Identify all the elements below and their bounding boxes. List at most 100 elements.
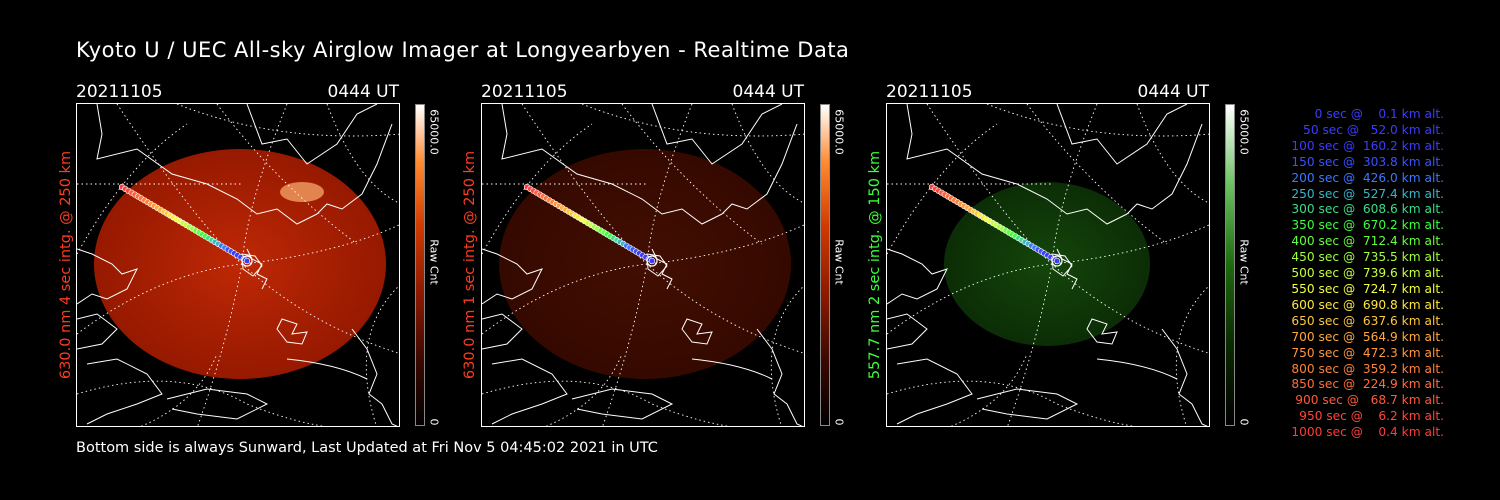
legend-entry: 550 sec @ 724.7 km alt. xyxy=(1287,281,1444,296)
panel-1-colorbar-unit: Raw Cnt xyxy=(427,239,441,285)
station-marker xyxy=(646,255,658,267)
legend-entry: 250 sec @ 527.4 km alt. xyxy=(1287,186,1444,201)
graticule-line xyxy=(887,380,1136,426)
panel-3-colorbar-unit: Raw Cnt xyxy=(1237,239,1251,285)
legend-entry: 500 sec @ 739.6 km alt. xyxy=(1287,266,1444,281)
legend-entry: 900 sec @ 68.7 km alt. xyxy=(1291,393,1444,408)
coastline xyxy=(316,123,393,215)
legend-entry: 1000 sec @ 0.4 km alt. xyxy=(1291,425,1444,440)
trajectory-legend: 0 sec @ 0.1 km alt. 50 sec @ 52.0 km alt… xyxy=(1288,107,1444,441)
legend-entry: 850 sec @ 224.9 km alt. xyxy=(1287,377,1444,392)
panel-1-colorbar-min: 0 xyxy=(427,418,441,426)
page-title: Kyoto U / UEC All-sky Airglow Imager at … xyxy=(76,38,850,62)
legend-entry: 200 sec @ 426.0 km alt. xyxy=(1287,170,1444,185)
station-marker xyxy=(1051,255,1063,267)
coastline xyxy=(1096,358,1178,380)
coastline xyxy=(1126,123,1203,215)
coastline xyxy=(491,358,568,425)
trajectory-point xyxy=(1053,257,1061,265)
trajectory-point xyxy=(243,257,251,265)
panel-3-allsky-map xyxy=(886,103,1210,427)
graticule-line xyxy=(545,353,623,426)
coastline xyxy=(1086,318,1118,345)
legend-entry: 0 sec @ 0.1 km alt. xyxy=(1303,107,1444,121)
legend-entry: 150 sec @ 303.8 km alt. xyxy=(1287,154,1444,169)
coastline xyxy=(691,358,773,380)
coastline xyxy=(286,358,368,380)
legend-entry: 750 sec @ 472.3 km alt. xyxy=(1287,345,1444,360)
legend-entry: 800 sec @ 359.2 km alt. xyxy=(1287,361,1444,376)
panel-2-colorbar-unit: Raw Cnt xyxy=(832,239,846,285)
panel-3-colorbar-max: 65000.0 xyxy=(1237,109,1251,155)
coastline xyxy=(906,104,1128,225)
legend-entry: 350 sec @ 670.2 km alt. xyxy=(1287,218,1444,233)
airglow-sky xyxy=(499,149,791,379)
panel-2-colorbar-min: 0 xyxy=(832,418,846,426)
coastline xyxy=(241,253,263,277)
coastline xyxy=(571,388,674,420)
graticule-line xyxy=(482,224,804,335)
graticule-line xyxy=(216,104,358,245)
panel-2-allsky-map xyxy=(481,103,805,427)
trajectory-point xyxy=(648,257,656,265)
graticule-line xyxy=(77,224,399,335)
panel-2-colorbar xyxy=(820,104,830,426)
coastline xyxy=(96,104,318,225)
panel-1-allsky-map xyxy=(76,103,400,427)
coastline xyxy=(976,388,1079,420)
coastline xyxy=(896,358,973,425)
legend-entry: 50 sec @ 52.0 km alt. xyxy=(1295,122,1444,137)
coastline xyxy=(887,248,948,305)
coastline xyxy=(351,328,398,426)
graticule-line xyxy=(77,123,188,255)
aurora-spot xyxy=(280,182,324,202)
panel-1-channel-label: 630.0 nm 4 sec intg. @ 250 km xyxy=(58,150,74,380)
coastline xyxy=(721,123,798,215)
panel-2-date: 20211105 xyxy=(481,82,568,102)
panel-3-colorbar-min: 0 xyxy=(1237,418,1251,426)
airglow-sky xyxy=(944,182,1150,346)
coastline xyxy=(77,313,118,350)
graticule-line xyxy=(77,380,326,426)
coastline xyxy=(166,388,269,420)
graticule-line xyxy=(731,104,804,204)
coastline xyxy=(77,248,138,305)
coastline xyxy=(681,318,713,345)
graticule-line xyxy=(887,123,998,255)
panel-1-colorbar xyxy=(415,104,425,426)
coastline xyxy=(756,328,803,426)
legend-entry: 100 sec @ 160.2 km alt. xyxy=(1287,138,1444,153)
airglow-sky xyxy=(94,149,386,379)
legend-entry: 300 sec @ 608.6 km alt. xyxy=(1287,202,1444,217)
coastline xyxy=(482,313,523,350)
panel-3-channel-label: 557.7 nm 2 sec intg. @ 150 km xyxy=(867,150,883,380)
coastline xyxy=(1056,104,1188,165)
legend-entry: 600 sec @ 690.8 km alt. xyxy=(1287,297,1444,312)
coastline xyxy=(246,104,378,165)
graticule-line xyxy=(1136,104,1209,204)
legend-entry: 700 sec @ 564.9 km alt. xyxy=(1287,329,1444,344)
coastline xyxy=(482,248,543,305)
panel-1-date: 20211105 xyxy=(76,82,163,102)
legend-entry: 400 sec @ 712.4 km alt. xyxy=(1287,234,1444,249)
graticule-line xyxy=(326,104,399,204)
coastline xyxy=(646,253,668,277)
coastline xyxy=(501,104,723,225)
panel-1-colorbar-max: 65000.0 xyxy=(427,109,441,155)
coastline xyxy=(86,358,163,425)
panel-3-time: 0444 UT xyxy=(1137,82,1210,102)
graticule-line xyxy=(1026,104,1168,245)
graticule-line xyxy=(950,353,1028,426)
coastline xyxy=(887,313,928,350)
coastline xyxy=(1051,253,1073,277)
legend-entry: 650 sec @ 637.6 km alt. xyxy=(1287,313,1444,328)
coastline xyxy=(1161,328,1208,426)
coastline xyxy=(276,318,308,345)
graticule-line xyxy=(482,380,731,426)
graticule-line xyxy=(482,123,593,255)
station-marker xyxy=(241,255,253,267)
coastline xyxy=(651,104,783,165)
graticule-line xyxy=(621,104,763,245)
panel-1-time: 0444 UT xyxy=(327,82,400,102)
panel-2-time: 0444 UT xyxy=(732,82,805,102)
